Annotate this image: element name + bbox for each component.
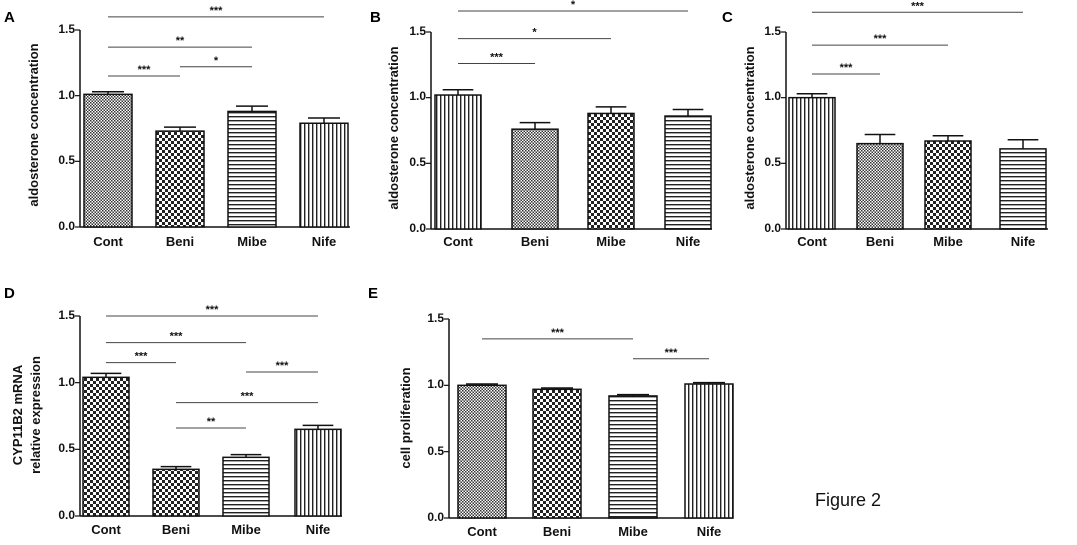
y-tick-a-0: 0.0 xyxy=(58,219,75,233)
bar-d-mibe xyxy=(222,456,270,517)
y-tick-b-3: 1.5 xyxy=(409,24,426,38)
y-tick-d-0: 0.0 xyxy=(58,508,75,522)
category-label-c-mibe: Mibe xyxy=(933,234,963,249)
category-label-c-nife: Nife xyxy=(1011,234,1036,249)
panel-a: A aldosterone concentration 0.0 0.5 1.0 … xyxy=(4,9,336,249)
bar-e-nife xyxy=(684,383,734,519)
y-tick-a-2: 1.0 xyxy=(58,88,75,102)
significance-label-d-1: *** xyxy=(170,331,184,343)
category-label-c-cont: Cont xyxy=(797,234,827,249)
y-axis-label-d-line2: relative expression xyxy=(28,356,43,474)
category-label-b-mibe: Mibe xyxy=(596,234,626,249)
panel-c: C aldosterone concentration 0.0 0.5 1.0 … xyxy=(722,9,1035,249)
panel-b: B aldosterone concentration 0.0 0.5 1.0 … xyxy=(370,9,700,249)
bar-a-cont xyxy=(83,93,133,228)
bar-c-cont xyxy=(788,96,836,230)
significance-label-c-2: *** xyxy=(840,62,854,74)
bar-d-beni xyxy=(152,468,200,517)
category-label-d-mibe: Mibe xyxy=(231,522,261,537)
significance-label-a-2: *** xyxy=(138,64,152,76)
significance-label-c-1: *** xyxy=(874,33,888,45)
y-axis-label-d-line1: CYP11B2 mRNA xyxy=(10,364,25,465)
bar-b-mibe xyxy=(587,112,635,230)
panel-label-c: C xyxy=(722,9,733,26)
panel-d: D CYP11B2 mRNA relative expression 0.0 0… xyxy=(4,285,330,537)
y-tick-e-2: 1.0 xyxy=(427,377,444,391)
y-tick-b-1: 0.5 xyxy=(409,155,426,169)
y-tick-e-1: 0.5 xyxy=(427,444,444,458)
category-label-d-cont: Cont xyxy=(91,522,121,537)
category-label-d-nife: Nife xyxy=(306,522,331,537)
y-tick-e-0: 0.0 xyxy=(427,510,444,524)
y-tick-c-2: 1.0 xyxy=(764,89,781,103)
significance-label-d-4: *** xyxy=(241,391,255,403)
y-axis-label-a: aldosterone concentration xyxy=(26,43,41,206)
y-tick-c-0: 0.0 xyxy=(764,221,781,235)
bar-c-nife xyxy=(999,148,1047,230)
bar-e-beni xyxy=(532,388,582,519)
category-label-b-beni: Beni xyxy=(521,234,549,249)
bar-b-cont xyxy=(434,94,482,230)
y-tick-e-3: 1.5 xyxy=(427,311,444,325)
bar-e-cont xyxy=(457,384,507,519)
category-label-e-beni: Beni xyxy=(543,524,571,539)
figure-caption: Figure 2 xyxy=(815,490,882,510)
category-label-d-beni: Beni xyxy=(162,522,190,537)
panel-label-b: B xyxy=(370,9,381,26)
bar-c-beni xyxy=(856,142,904,230)
y-tick-d-1: 0.5 xyxy=(58,441,75,455)
panel-e: E cell proliferation 0.0 0.5 1.0 1.5 Con… xyxy=(368,285,721,539)
y-tick-c-3: 1.5 xyxy=(764,24,781,38)
bar-a-mibe xyxy=(227,110,277,228)
y-tick-d-2: 1.0 xyxy=(58,375,75,389)
significance-label-b-2: *** xyxy=(490,52,504,64)
panel-label-d: D xyxy=(4,285,15,302)
significance-label-e-0: *** xyxy=(551,327,565,339)
category-label-c-beni: Beni xyxy=(866,234,894,249)
bar-d-nife xyxy=(294,428,342,517)
significance-label-c-0: *** xyxy=(911,0,925,12)
category-label-e-nife: Nife xyxy=(697,524,722,539)
category-label-a-cont: Cont xyxy=(93,234,123,249)
significance-label-a-3: * xyxy=(214,55,219,67)
significance-label-a-0: *** xyxy=(210,5,224,17)
category-label-a-nife: Nife xyxy=(312,234,337,249)
y-axis-label-e: cell proliferation xyxy=(398,367,413,468)
bar-d-cont xyxy=(82,376,130,517)
significance-label-a-1: ** xyxy=(176,35,185,47)
category-label-e-mibe: Mibe xyxy=(618,524,648,539)
category-label-e-cont: Cont xyxy=(467,524,497,539)
bar-a-beni xyxy=(155,130,205,228)
y-tick-b-2: 1.0 xyxy=(409,89,426,103)
significance-label-d-0: *** xyxy=(206,304,220,316)
y-axis-label-b: aldosterone concentration xyxy=(386,46,401,209)
significance-label-e-1: *** xyxy=(665,347,679,359)
significance-label-d-3: *** xyxy=(276,360,290,372)
bar-c-mibe xyxy=(924,140,972,230)
y-tick-a-1: 0.5 xyxy=(58,153,75,167)
significance-label-b-0: * xyxy=(571,0,576,11)
bar-e-mibe xyxy=(608,395,658,519)
bar-a-nife xyxy=(299,122,349,228)
category-label-b-nife: Nife xyxy=(676,234,701,249)
category-label-a-beni: Beni xyxy=(166,234,194,249)
significance-label-d-5: ** xyxy=(207,416,216,428)
bar-b-nife xyxy=(664,115,712,230)
bar-b-beni xyxy=(511,128,559,230)
y-tick-d-3: 1.5 xyxy=(58,308,75,322)
panel-label-e: E xyxy=(368,285,378,302)
y-tick-a-3: 1.5 xyxy=(58,22,75,36)
y-tick-c-1: 0.5 xyxy=(764,155,781,169)
y-axis-label-c: aldosterone concentration xyxy=(742,46,757,209)
significance-label-b-1: * xyxy=(532,27,537,39)
y-tick-b-0: 0.0 xyxy=(409,221,426,235)
category-label-a-mibe: Mibe xyxy=(237,234,267,249)
category-label-b-cont: Cont xyxy=(443,234,473,249)
significance-label-d-2: *** xyxy=(135,351,149,363)
panel-label-a: A xyxy=(4,9,15,26)
